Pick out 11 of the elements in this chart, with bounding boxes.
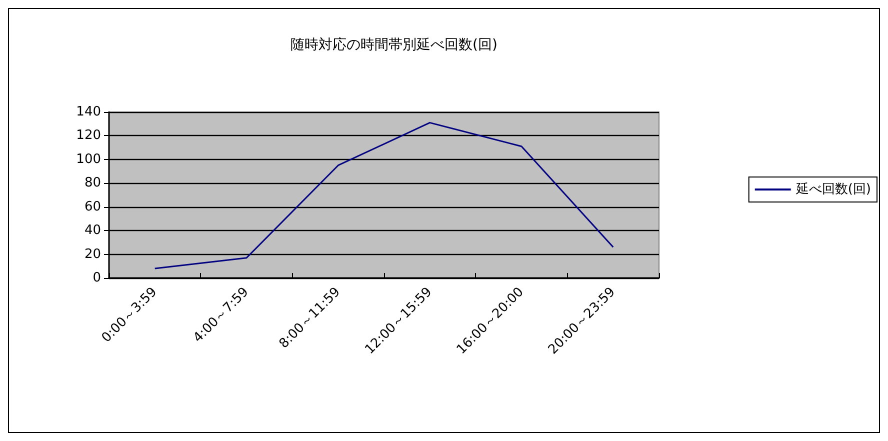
chart-title: 随時対応の時間帯別延べ回数(回) — [290, 37, 498, 53]
line-series — [154, 122, 614, 270]
y-tick-label: 80 — [84, 176, 101, 191]
y-tick-label: 140 — [76, 104, 101, 120]
y-tick-label: 20 — [84, 246, 101, 262]
y-tick-label: 100 — [76, 152, 101, 167]
y-tick-label: 40 — [84, 223, 101, 238]
y-tick-label: 120 — [76, 128, 101, 144]
y-tick-label: 0 — [92, 270, 101, 286]
y-tick-label: 60 — [84, 199, 101, 214]
legend-label: 延べ回数(回) — [794, 182, 872, 197]
